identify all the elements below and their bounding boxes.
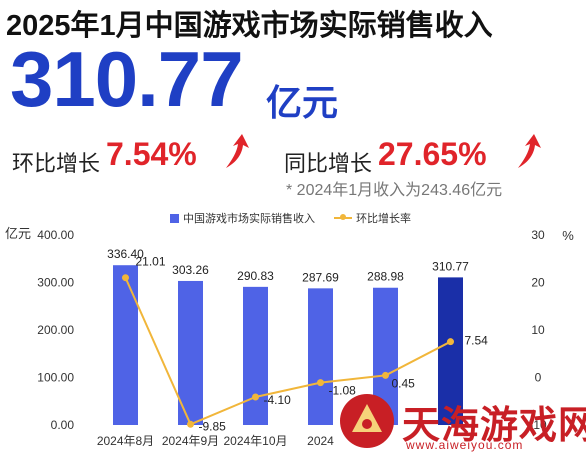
y-axis-right-label: %: [562, 228, 574, 243]
y-tick-label: 100.00: [37, 371, 74, 385]
legend-bar-label: 中国游戏市场实际销售收入: [183, 213, 315, 225]
mom-label: 环比增长: [12, 151, 101, 176]
y-right-tick-label: 20: [531, 276, 545, 290]
growth-rate-label: 7.54: [465, 334, 489, 348]
x-tick-label: 2024: [307, 434, 334, 448]
growth-rate-label: -9.85: [199, 419, 227, 433]
bar: [243, 286, 268, 425]
y-tick-label: 400.00: [37, 228, 74, 242]
bar: [113, 265, 138, 425]
bar: [438, 277, 463, 425]
growth-rate-line: [124, 277, 451, 426]
bar-value-label: 310.77: [432, 259, 469, 273]
x-tick-label: 2024年10月: [223, 434, 287, 448]
bar-value-label: 336.40: [107, 247, 144, 261]
growth-rate-point: [252, 393, 259, 401]
total-revenue-unit: 亿元: [266, 82, 339, 123]
growth-rate-point: [382, 371, 389, 379]
y-axis-label: 亿元: [5, 226, 31, 241]
watermark-logo: 天海游戏网 www.aiweiyou.com: [332, 388, 586, 456]
growth-rate-label: -4.10: [264, 393, 292, 407]
watermark-text: 天海游戏网: [402, 405, 586, 447]
bar: [308, 288, 333, 425]
mom-value: 7.54%: [106, 136, 197, 172]
growth-rate-label: 0.45: [392, 376, 416, 390]
x-tick-label: 2024年9月: [162, 434, 219, 448]
yoy-label: 同比增长: [284, 151, 373, 176]
y-right-tick-label: 10: [531, 323, 545, 337]
legend-line-swatch: [334, 213, 353, 220]
y-tick-label: 0.00: [51, 418, 75, 432]
page-title: 2025年1月中国游戏市场实际销售收入: [6, 10, 493, 42]
yoy-value: 27.65%: [378, 136, 487, 172]
bar: [178, 280, 203, 425]
growth-rate-label: 21.01: [136, 255, 166, 269]
growth-rate-label: -1.08: [329, 384, 357, 398]
growth-rate-point: [187, 420, 194, 428]
total-revenue-value: 310.77: [10, 35, 244, 123]
x-tick-label: 2024年8月: [97, 434, 154, 448]
bar-value-label: 287.69: [302, 270, 339, 284]
legend-bar-swatch: [170, 214, 179, 223]
y-tick-label: 200.00: [37, 323, 74, 337]
growth-rate-point: [122, 274, 129, 282]
footnote: * 2024年1月收入为243.46亿元: [286, 182, 503, 199]
growth-rate-point: [447, 338, 454, 346]
bar-value-label: 288.98: [367, 270, 404, 284]
up-arrow-icon: [518, 134, 541, 168]
watermark-badge-icon: [340, 394, 394, 448]
bar-value-label: 303.26: [172, 263, 209, 277]
legend-line-label: 环比增长率: [356, 213, 412, 225]
up-arrow-icon: [226, 134, 249, 168]
watermark-url: www.aiweiyou.com: [406, 438, 524, 452]
y-right-tick-label: 30: [531, 228, 545, 242]
chart-legend: 中国游戏市场实际销售收入 环比增长率: [170, 210, 411, 226]
growth-rate-point: [317, 379, 324, 387]
y-tick-label: 300.00: [37, 276, 74, 290]
y-right-tick-label: -10: [529, 418, 547, 432]
y-right-tick-label: 0: [535, 371, 542, 385]
bar-value-label: 290.83: [237, 269, 274, 283]
